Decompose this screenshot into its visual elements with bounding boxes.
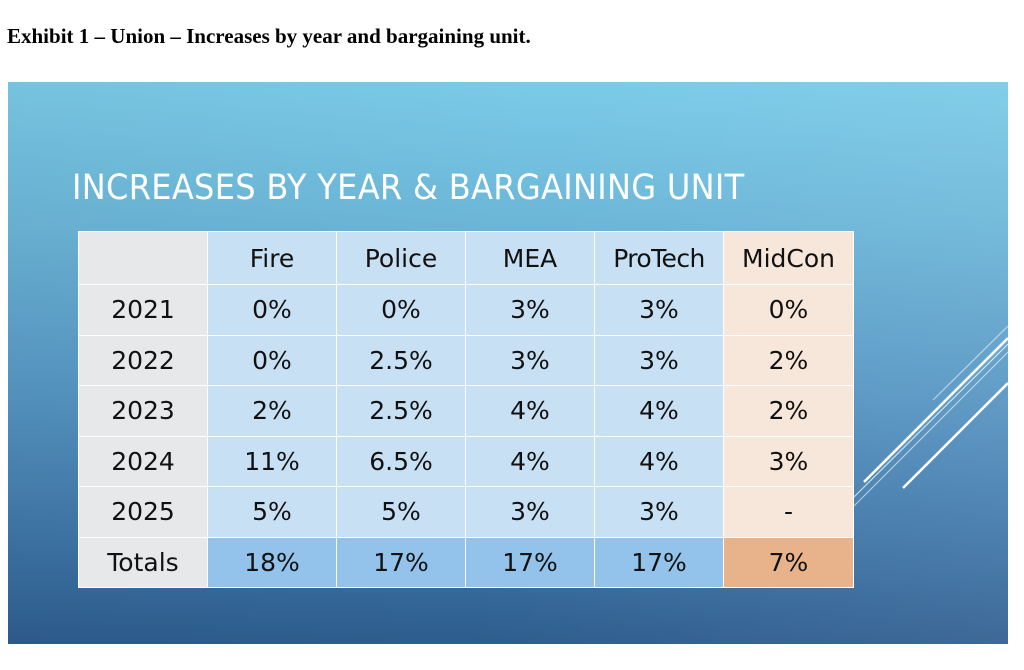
table-row: 2022 0% 2.5% 3% 3% 2% [78,334,854,386]
cell-police: 5% [336,486,466,538]
table-row: 2025 5% 5% 3% 3% - [78,486,854,538]
total-protech: 17% [594,536,724,588]
cell-police: 2.5% [336,385,466,437]
cell-midcon: 2% [723,385,854,437]
cell-protech: 4% [594,385,724,437]
slide-title: INCREASES BY YEAR & BARGAINING UNIT [72,168,745,208]
cell-protech: 3% [594,486,724,538]
deco-line-thick-2 [902,382,1008,489]
header-mea: MEA [465,231,595,285]
row-label: 2025 [78,486,208,538]
cell-mea: 4% [465,435,595,487]
table-header-row: Fire Police MEA ProTech MidCon [78,231,854,285]
cell-midcon: 0% [723,284,854,336]
total-mea: 17% [465,536,595,588]
cell-police: 0% [336,284,466,336]
cell-mea: 3% [465,284,595,336]
cell-fire: 5% [207,486,337,538]
header-corner-cell [78,231,208,285]
table-row: 2023 2% 2.5% 4% 4% 2% [78,385,854,437]
row-label: 2023 [78,385,208,437]
deco-line-thick-1 [863,337,1008,483]
cell-police: 2.5% [336,334,466,386]
row-label: 2024 [78,435,208,487]
cell-police: 6.5% [336,435,466,487]
cell-midcon: 2% [723,334,854,386]
cell-protech: 4% [594,435,724,487]
total-midcon: 7% [723,536,854,588]
slide: INCREASES BY YEAR & BARGAINING UNIT Fire… [8,82,1008,644]
cell-fire: 11% [207,435,337,487]
cell-mea: 4% [465,385,595,437]
increases-table: Fire Police MEA ProTech MidCon 2021 0% 0… [78,231,854,588]
deco-line-thin-2 [852,343,1008,499]
totals-label: Totals [78,536,208,588]
cell-mea: 3% [465,334,595,386]
header-police: Police [336,231,466,285]
cell-mea: 3% [465,486,595,538]
table-row: 2024 11% 6.5% 4% 4% 3% [78,435,854,487]
cell-protech: 3% [594,334,724,386]
cell-fire: 0% [207,334,337,386]
total-police: 17% [336,536,466,588]
table-row: 2021 0% 0% 3% 3% 0% [78,284,854,336]
cell-midcon: 3% [723,435,854,487]
cell-fire: 0% [207,284,337,336]
cell-protech: 3% [594,284,724,336]
cell-midcon: - [723,486,854,538]
row-label: 2021 [78,284,208,336]
row-label: 2022 [78,334,208,386]
header-protech: ProTech [594,231,724,285]
table-totals-row: Totals 18% 17% 17% 17% 7% [78,536,854,588]
header-fire: Fire [207,231,337,285]
total-fire: 18% [207,536,337,588]
cell-fire: 2% [207,385,337,437]
deco-line-thin-1 [932,325,1008,401]
deco-line-thin-3 [852,351,1008,508]
header-midcon: MidCon [723,231,854,285]
exhibit-heading: Exhibit 1 – Union – Increases by year an… [7,24,531,48]
